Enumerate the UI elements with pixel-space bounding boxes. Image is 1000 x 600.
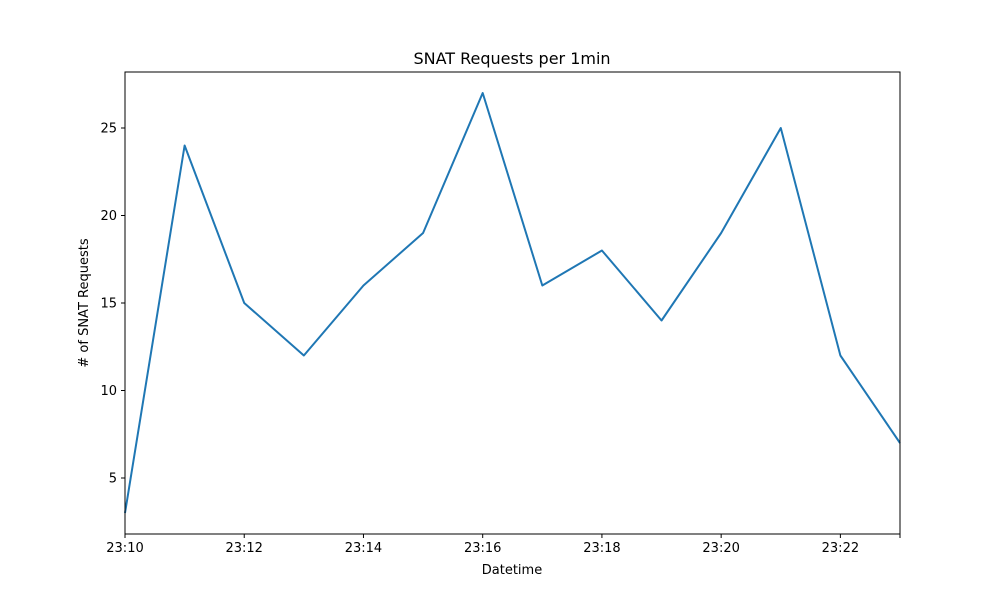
- x-axis-ticks: 23:10 23:12 23:14 23:16 23:18 23:20 23:22: [106, 534, 901, 556]
- y-tick-label: 5: [109, 472, 117, 487]
- x-tick-label: 23:20: [702, 541, 739, 556]
- y-tick-label: 15: [100, 297, 117, 312]
- y-tick-label: 25: [100, 122, 117, 137]
- series-line: [124, 92, 901, 514]
- y-tick-label: 20: [100, 209, 117, 224]
- y-axis-label: # of SNAT Requests: [77, 238, 92, 367]
- x-tick-label: 23:12: [225, 541, 262, 556]
- x-tick-label: 23:22: [822, 541, 859, 556]
- x-axis-label: Datetime: [482, 563, 542, 578]
- chart-title: SNAT Requests per 1min: [413, 49, 610, 68]
- x-tick-label: 23:14: [345, 541, 382, 556]
- y-axis-ticks: 5 10 15 20 25: [100, 122, 125, 487]
- x-tick-label: 23:18: [583, 541, 620, 556]
- plot-area: [124, 92, 901, 514]
- y-tick-label: 10: [100, 384, 117, 399]
- x-tick-label: 23:10: [106, 541, 143, 556]
- plot-frame: [124, 71, 901, 535]
- x-tick-label: 23:16: [464, 541, 501, 556]
